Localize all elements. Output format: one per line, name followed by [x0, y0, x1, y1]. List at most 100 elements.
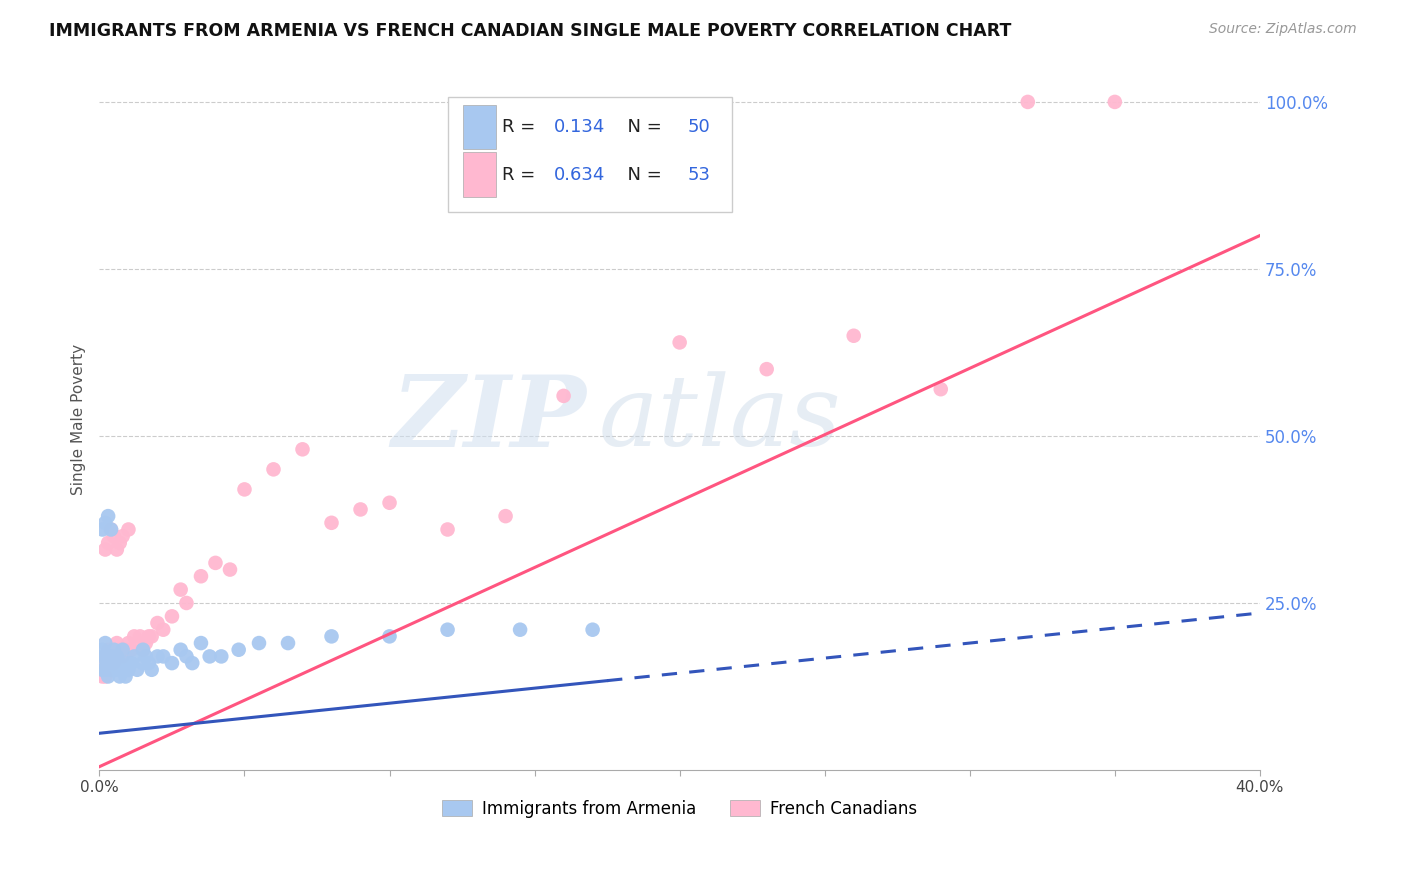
Point [132, 642, 155, 657]
Point [228, 642, 250, 657]
Point [94, 663, 117, 677]
Point [111, 663, 134, 677]
Point [94, 516, 117, 530]
Point [247, 636, 270, 650]
Text: R =: R = [502, 166, 541, 184]
Point [209, 649, 232, 664]
Point [132, 642, 155, 657]
Point [114, 656, 136, 670]
Point [129, 629, 152, 643]
Legend: Immigrants from Armenia, French Canadians: Immigrants from Armenia, French Canadian… [436, 794, 924, 825]
Point [105, 542, 128, 557]
Text: N =: N = [616, 118, 668, 136]
Text: 0.634: 0.634 [554, 166, 606, 184]
Point [91, 523, 114, 537]
Point [108, 669, 131, 683]
Point [100, 649, 122, 664]
Point [291, 442, 314, 457]
Point [321, 516, 343, 530]
Point [755, 362, 778, 376]
Point [204, 556, 226, 570]
Point [103, 529, 125, 543]
Point [111, 529, 134, 543]
Point [233, 483, 256, 497]
Point [91, 663, 114, 677]
Point [378, 629, 401, 643]
Point [100, 523, 122, 537]
Point [122, 629, 145, 643]
Point [553, 389, 575, 403]
Point [176, 649, 198, 664]
Point [91, 669, 114, 683]
Point [169, 582, 191, 597]
Text: ZIP: ZIP [392, 371, 586, 467]
Text: IMMIGRANTS FROM ARMENIA VS FRENCH CANADIAN SINGLE MALE POVERTY CORRELATION CHART: IMMIGRANTS FROM ARMENIA VS FRENCH CANADI… [49, 22, 1011, 40]
Point [176, 596, 198, 610]
FancyBboxPatch shape [447, 96, 733, 212]
Point [321, 629, 343, 643]
Point [277, 636, 299, 650]
Point [103, 642, 125, 657]
Point [120, 642, 142, 657]
Point [160, 656, 183, 670]
Point [141, 663, 163, 677]
Point [103, 656, 125, 670]
Point [581, 623, 603, 637]
Point [668, 335, 690, 350]
Point [122, 649, 145, 664]
Text: Source: ZipAtlas.com: Source: ZipAtlas.com [1209, 22, 1357, 37]
Point [141, 629, 163, 643]
Point [97, 536, 120, 550]
Point [127, 636, 149, 650]
Point [103, 656, 125, 670]
Text: atlas: atlas [599, 372, 841, 467]
Point [160, 609, 183, 624]
Point [181, 656, 204, 670]
Point [91, 656, 114, 670]
Point [436, 523, 458, 537]
Point [108, 536, 131, 550]
Point [152, 623, 174, 637]
Point [378, 496, 401, 510]
Point [120, 656, 142, 670]
Point [105, 649, 128, 664]
Point [263, 462, 285, 476]
Text: 0.134: 0.134 [554, 118, 606, 136]
Point [842, 328, 865, 343]
Point [94, 649, 117, 664]
Point [105, 663, 128, 677]
Point [111, 642, 134, 657]
Point [97, 669, 120, 683]
Point [495, 509, 517, 524]
Point [1017, 95, 1039, 109]
Point [97, 642, 120, 657]
Point [105, 636, 128, 650]
Point [117, 636, 139, 650]
Point [135, 636, 157, 650]
FancyBboxPatch shape [463, 153, 496, 197]
Y-axis label: Single Male Poverty: Single Male Poverty [72, 343, 86, 495]
Point [91, 642, 114, 657]
Text: N =: N = [616, 166, 668, 184]
Point [152, 649, 174, 664]
Point [146, 649, 169, 664]
Point [117, 523, 139, 537]
Point [127, 663, 149, 677]
Point [108, 642, 131, 657]
Point [100, 649, 122, 664]
Point [94, 649, 117, 664]
Point [114, 642, 136, 657]
Point [190, 569, 212, 583]
Point [138, 656, 160, 670]
FancyBboxPatch shape [463, 104, 496, 150]
Point [436, 623, 458, 637]
Point [94, 669, 117, 683]
Point [105, 649, 128, 664]
Point [1104, 95, 1126, 109]
Point [146, 615, 169, 630]
Point [509, 623, 531, 637]
Text: 50: 50 [688, 118, 710, 136]
Point [111, 649, 134, 664]
Point [94, 542, 117, 557]
Point [91, 649, 114, 664]
